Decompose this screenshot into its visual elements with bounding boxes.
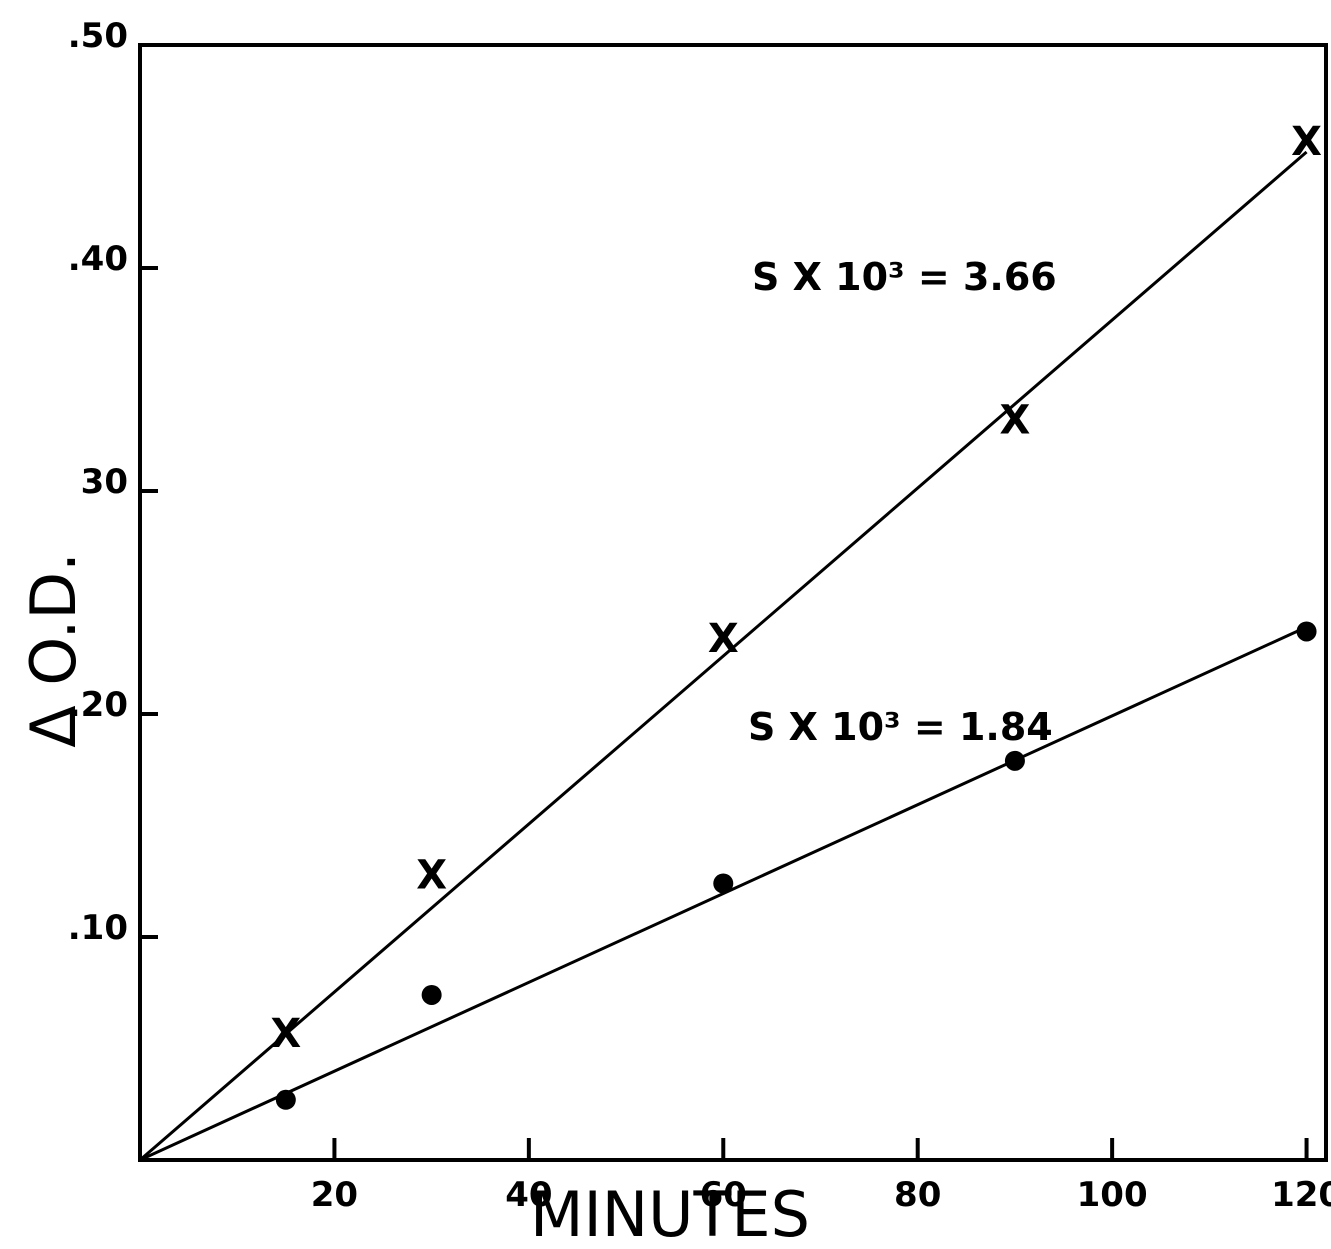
x-tick-label: 120 xyxy=(1271,1175,1331,1215)
fit-line-1 xyxy=(139,150,1308,1162)
fit-line-2 xyxy=(139,625,1308,1162)
data-point-dot xyxy=(421,984,442,1005)
x-tick-label: 80 xyxy=(894,1175,941,1215)
y-tick-label: 30 xyxy=(81,462,128,502)
y-tick-label: .40 xyxy=(68,239,128,279)
y-axis-title: Δ O.D. xyxy=(17,552,90,748)
axis-ticks: 20 40 60 80 100 120 .10 .20 30 .40 .50 xyxy=(68,16,1331,1215)
data-point-x: X xyxy=(416,853,447,899)
data-point-x: X xyxy=(270,1011,301,1057)
data-point-dot xyxy=(713,873,734,894)
y-tick-label: .50 xyxy=(68,16,128,56)
plot-frame xyxy=(138,43,1328,1162)
x-tick-label: 60 xyxy=(700,1175,747,1215)
data-point-dot xyxy=(275,1089,296,1110)
data-points: X X X X X xyxy=(270,119,1322,1110)
slope-annotation-2: S X 10³ = 1.84 xyxy=(748,705,1053,749)
x-tick-label: 40 xyxy=(505,1175,552,1215)
y-tick-label: .20 xyxy=(68,685,128,725)
data-point-dot xyxy=(1296,621,1317,642)
fit-lines xyxy=(139,150,1308,1162)
x-tick-label: 100 xyxy=(1077,1175,1148,1215)
y-tick-label: .10 xyxy=(68,908,128,948)
data-point-x: X xyxy=(999,398,1030,444)
data-point-x: X xyxy=(1291,119,1322,165)
x-axis-title: MINUTES xyxy=(530,1178,810,1249)
annotations: S X 10³ = 3.66 S X 10³ = 1.84 xyxy=(748,255,1057,749)
data-point-x: X xyxy=(708,616,739,662)
data-point-dot xyxy=(1004,750,1025,771)
x-tick-label: 20 xyxy=(311,1175,358,1215)
slope-annotation-1: S X 10³ = 3.66 xyxy=(752,255,1057,299)
